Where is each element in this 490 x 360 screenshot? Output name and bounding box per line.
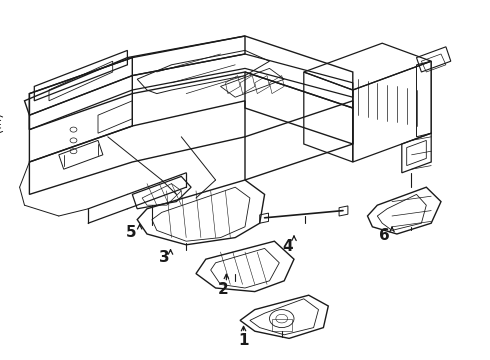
Text: 1: 1 bbox=[238, 333, 249, 348]
Text: 5: 5 bbox=[126, 225, 137, 240]
Text: 3: 3 bbox=[159, 250, 170, 265]
Text: 4: 4 bbox=[282, 239, 293, 254]
Text: 6: 6 bbox=[379, 228, 390, 243]
Text: 2: 2 bbox=[218, 282, 228, 297]
